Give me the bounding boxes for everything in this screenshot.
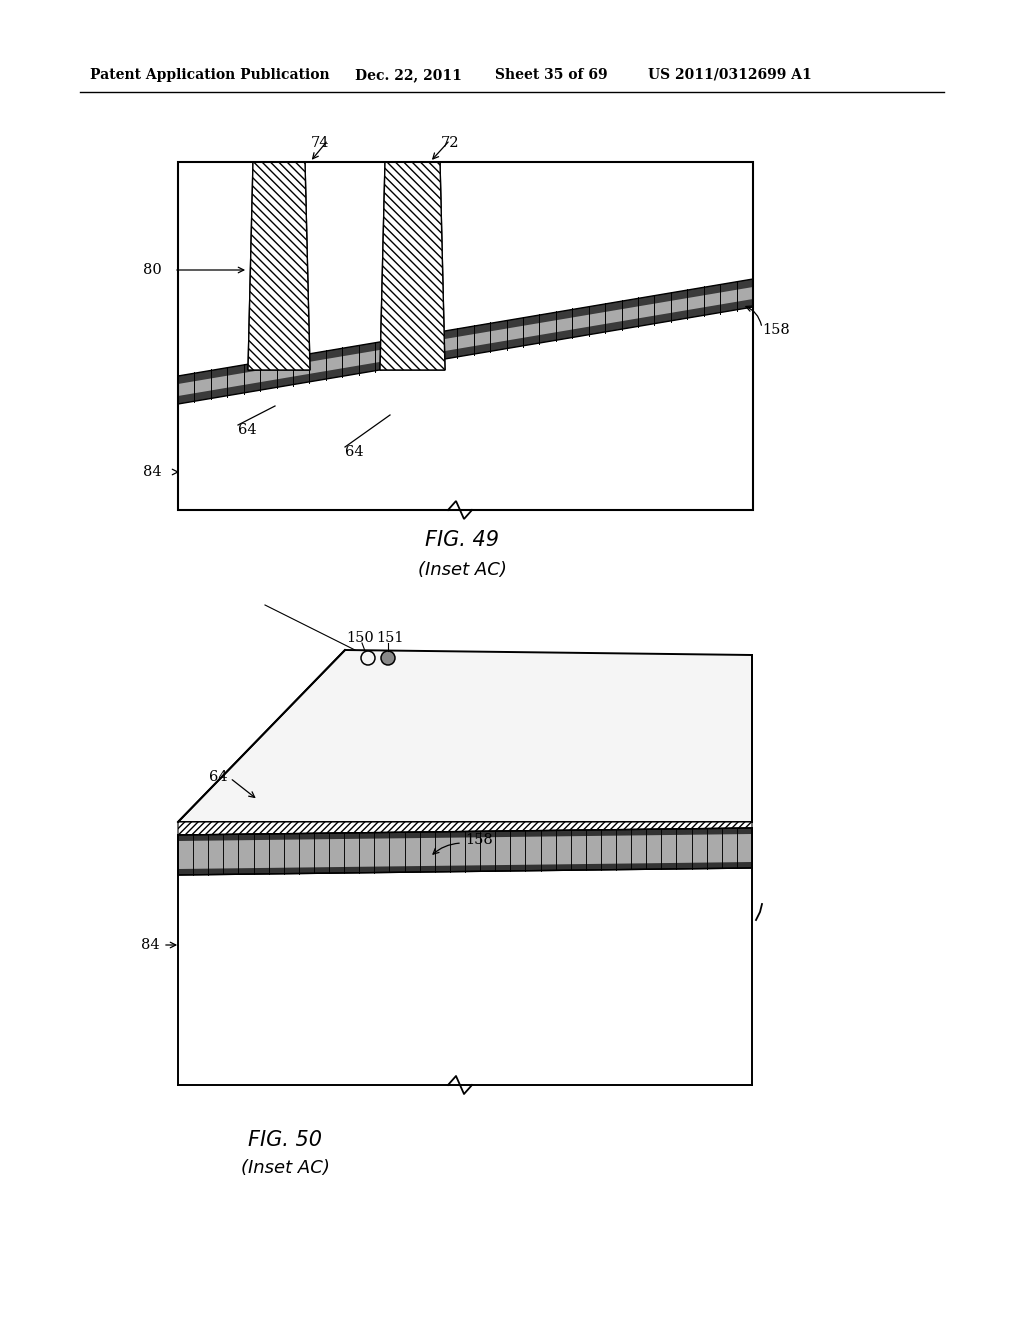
Text: FIG. 49: FIG. 49 <box>425 531 499 550</box>
Text: Dec. 22, 2011: Dec. 22, 2011 <box>355 69 462 82</box>
Polygon shape <box>178 286 753 396</box>
Polygon shape <box>178 649 752 822</box>
Text: 150: 150 <box>346 631 374 645</box>
Text: 84: 84 <box>143 465 162 479</box>
Text: 84: 84 <box>141 939 160 952</box>
Text: 158: 158 <box>762 323 790 337</box>
Polygon shape <box>178 279 753 404</box>
Text: US 2011/0312699 A1: US 2011/0312699 A1 <box>648 69 812 82</box>
Text: Patent Application Publication: Patent Application Publication <box>90 69 330 82</box>
Text: (Inset AC): (Inset AC) <box>418 561 507 579</box>
Text: 64: 64 <box>345 445 364 459</box>
Circle shape <box>381 651 395 665</box>
Polygon shape <box>178 869 752 1085</box>
Text: FIG. 50: FIG. 50 <box>248 1130 322 1150</box>
Polygon shape <box>248 162 310 370</box>
Polygon shape <box>178 834 752 869</box>
Polygon shape <box>178 822 752 836</box>
Text: 80: 80 <box>143 263 162 277</box>
Text: 158: 158 <box>465 833 493 847</box>
Text: 72: 72 <box>440 136 459 150</box>
Text: 64: 64 <box>238 422 257 437</box>
Text: Sheet 35 of 69: Sheet 35 of 69 <box>495 69 607 82</box>
Text: (Inset AC): (Inset AC) <box>241 1159 330 1177</box>
Polygon shape <box>178 828 752 875</box>
Bar <box>178 162 753 510</box>
Text: 151: 151 <box>376 631 403 645</box>
Text: 64: 64 <box>209 770 228 784</box>
Polygon shape <box>248 162 310 370</box>
Polygon shape <box>178 308 753 510</box>
Text: 74: 74 <box>310 136 330 150</box>
Polygon shape <box>380 162 445 370</box>
Polygon shape <box>380 162 445 370</box>
Polygon shape <box>178 162 753 376</box>
